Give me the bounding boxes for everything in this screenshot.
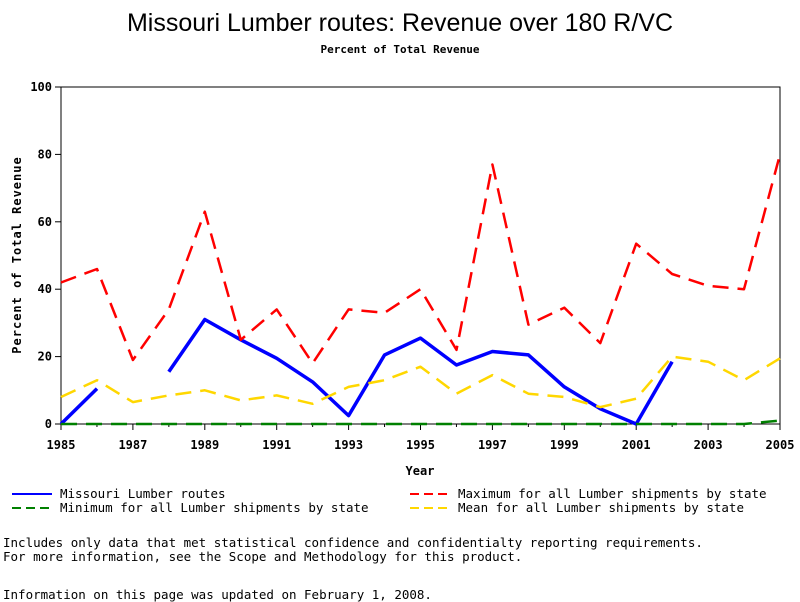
series-line-2: [61, 419, 781, 426]
series-line-1: [60, 154, 782, 365]
x-tick-label: 1993: [334, 438, 363, 452]
y-tick-label: 80: [38, 147, 52, 161]
y-tick-label: 0: [45, 417, 52, 431]
series-line-0: [59, 317, 674, 426]
legend-label-3: Mean for all Lumber shipments by state: [458, 500, 744, 515]
x-tick-label: 1991: [262, 438, 291, 452]
x-tick-label: 1997: [478, 438, 507, 452]
legend-label-0: Missouri Lumber routes: [60, 486, 226, 501]
y-axis: 0 20 40 60 80 100: [30, 80, 61, 431]
series-lines: [59, 154, 782, 426]
x-tick-label: 2003: [694, 438, 723, 452]
y-tick-label: 60: [38, 215, 52, 229]
note-methodology: For more information, see the Scope and …: [3, 549, 523, 564]
y-tick-label: 100: [30, 80, 52, 94]
x-axis: 1985 1987 1989 1991 1993 1995 1997 1999 2001 2003…: [47, 424, 795, 452]
chart-subtitle: Percent of Total Revenue: [321, 43, 480, 56]
chart-title: Missouri Lumber routes: Revenue over 180…: [127, 9, 673, 37]
y-tick-label: 20: [38, 350, 52, 364]
x-tick-label: 1987: [118, 438, 147, 452]
note-updated: Information on this page was updated on …: [3, 587, 432, 602]
note-confidence: Includes only data that met statistical …: [3, 535, 703, 550]
legend-label-2: Minimum for all Lumber shipments by stat…: [60, 500, 369, 515]
legend: Missouri Lumber routes Maximum for all Lu…: [12, 486, 767, 515]
x-tick-label: 2001: [622, 438, 651, 452]
series-line-3: [60, 355, 781, 409]
legend-label-1: Maximum for all Lumber shipments by stat…: [458, 486, 767, 501]
x-tick-label: 1999: [550, 438, 579, 452]
plot-frame: [60, 86, 781, 425]
x-tick-label: 2005: [766, 438, 795, 452]
x-axis-label: Year: [406, 464, 435, 478]
y-tick-label: 40: [38, 282, 52, 296]
y-axis-label: Percent of Total Revenue: [10, 156, 24, 353]
x-tick-label: 1989: [190, 438, 219, 452]
x-tick-label: 1985: [47, 438, 76, 452]
x-tick-label: 1995: [406, 438, 435, 452]
